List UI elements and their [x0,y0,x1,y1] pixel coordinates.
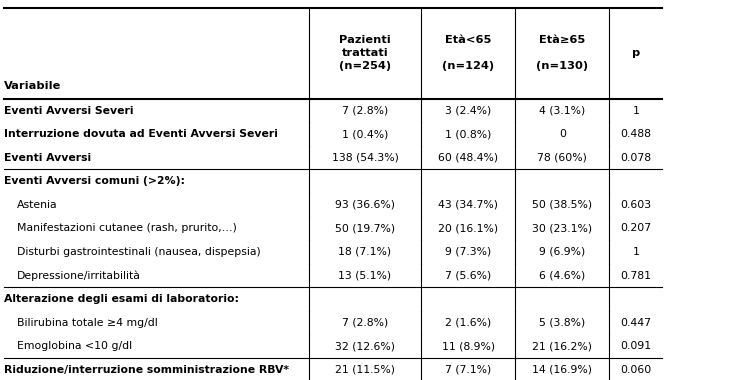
Text: Variabile: Variabile [4,81,61,91]
Text: 21 (11.5%): 21 (11.5%) [335,365,395,375]
Text: 0.781: 0.781 [620,271,651,280]
Text: Eventi Avversi: Eventi Avversi [4,153,91,163]
Text: Emoglobina <10 g/dl: Emoglobina <10 g/dl [17,341,132,351]
Text: 0.488: 0.488 [620,129,651,139]
Text: 5 (3.8%): 5 (3.8%) [539,318,585,328]
Text: 32 (12.6%): 32 (12.6%) [335,341,395,351]
Text: 93 (36.6%): 93 (36.6%) [335,200,395,210]
Text: p: p [631,48,640,58]
Text: 1 (0.8%): 1 (0.8%) [445,129,492,139]
Text: 7 (2.8%): 7 (2.8%) [342,318,388,328]
Text: 0.447: 0.447 [620,318,651,328]
Text: 4 (3.1%): 4 (3.1%) [539,106,585,116]
Text: 1: 1 [632,106,640,116]
Text: 30 (23.1%): 30 (23.1%) [532,223,592,233]
Text: 9 (7.3%): 9 (7.3%) [445,247,491,257]
Text: 0.207: 0.207 [620,223,651,233]
Text: Interruzione dovuta ad Eventi Avversi Severi: Interruzione dovuta ad Eventi Avversi Se… [4,129,277,139]
Text: 14 (16.9%): 14 (16.9%) [532,365,592,375]
Text: 18 (7.1%): 18 (7.1%) [339,247,392,257]
Text: Pazienti
trattati
(n=254): Pazienti trattati (n=254) [339,35,391,71]
Text: 0: 0 [559,129,566,139]
Text: 7 (2.8%): 7 (2.8%) [342,106,388,116]
Text: Disturbi gastrointestinali (nausea, dispepsia): Disturbi gastrointestinali (nausea, disp… [17,247,261,257]
Text: 2 (1.6%): 2 (1.6%) [445,318,491,328]
Text: 138 (54.3%): 138 (54.3%) [332,153,398,163]
Text: 6 (4.6%): 6 (4.6%) [539,271,585,280]
Text: Eventi Avversi comuni (>2%):: Eventi Avversi comuni (>2%): [4,176,185,186]
Text: 0.078: 0.078 [620,153,651,163]
Text: 0.603: 0.603 [620,200,651,210]
Text: 50 (19.7%): 50 (19.7%) [335,223,395,233]
Text: Età<65

(n=124): Età<65 (n=124) [442,35,494,71]
Text: 1 (0.4%): 1 (0.4%) [342,129,389,139]
Text: 1: 1 [632,247,640,257]
Text: Astenia: Astenia [17,200,57,210]
Text: 60 (48.4%): 60 (48.4%) [438,153,498,163]
Text: Manifestazioni cutanee (rash, prurito,…): Manifestazioni cutanee (rash, prurito,…) [17,223,237,233]
Text: 3 (2.4%): 3 (2.4%) [445,106,491,116]
Text: Età≥65

(n=130): Età≥65 (n=130) [537,35,588,71]
Text: 50 (38.5%): 50 (38.5%) [532,200,592,210]
Text: 7 (7.1%): 7 (7.1%) [445,365,491,375]
Text: 21 (16.2%): 21 (16.2%) [532,341,592,351]
Text: 11 (8.9%): 11 (8.9%) [442,341,495,351]
Text: Riduzione/interruzione somministrazione RBV*: Riduzione/interruzione somministrazione … [4,365,289,375]
Text: 7 (5.6%): 7 (5.6%) [445,271,491,280]
Text: Eventi Avversi Severi: Eventi Avversi Severi [4,106,133,116]
Text: 0.060: 0.060 [620,365,651,375]
Text: Alterazione degli esami di laboratorio:: Alterazione degli esami di laboratorio: [4,294,238,304]
Text: 13 (5.1%): 13 (5.1%) [339,271,392,280]
Text: Bilirubina totale ≥4 mg/dl: Bilirubina totale ≥4 mg/dl [17,318,158,328]
Text: 78 (60%): 78 (60%) [537,153,587,163]
Text: Depressione/irritabilità: Depressione/irritabilità [17,270,141,281]
Text: 20 (16.1%): 20 (16.1%) [438,223,498,233]
Text: 0.091: 0.091 [620,341,651,351]
Text: 9 (6.9%): 9 (6.9%) [539,247,585,257]
Text: 43 (34.7%): 43 (34.7%) [438,200,498,210]
